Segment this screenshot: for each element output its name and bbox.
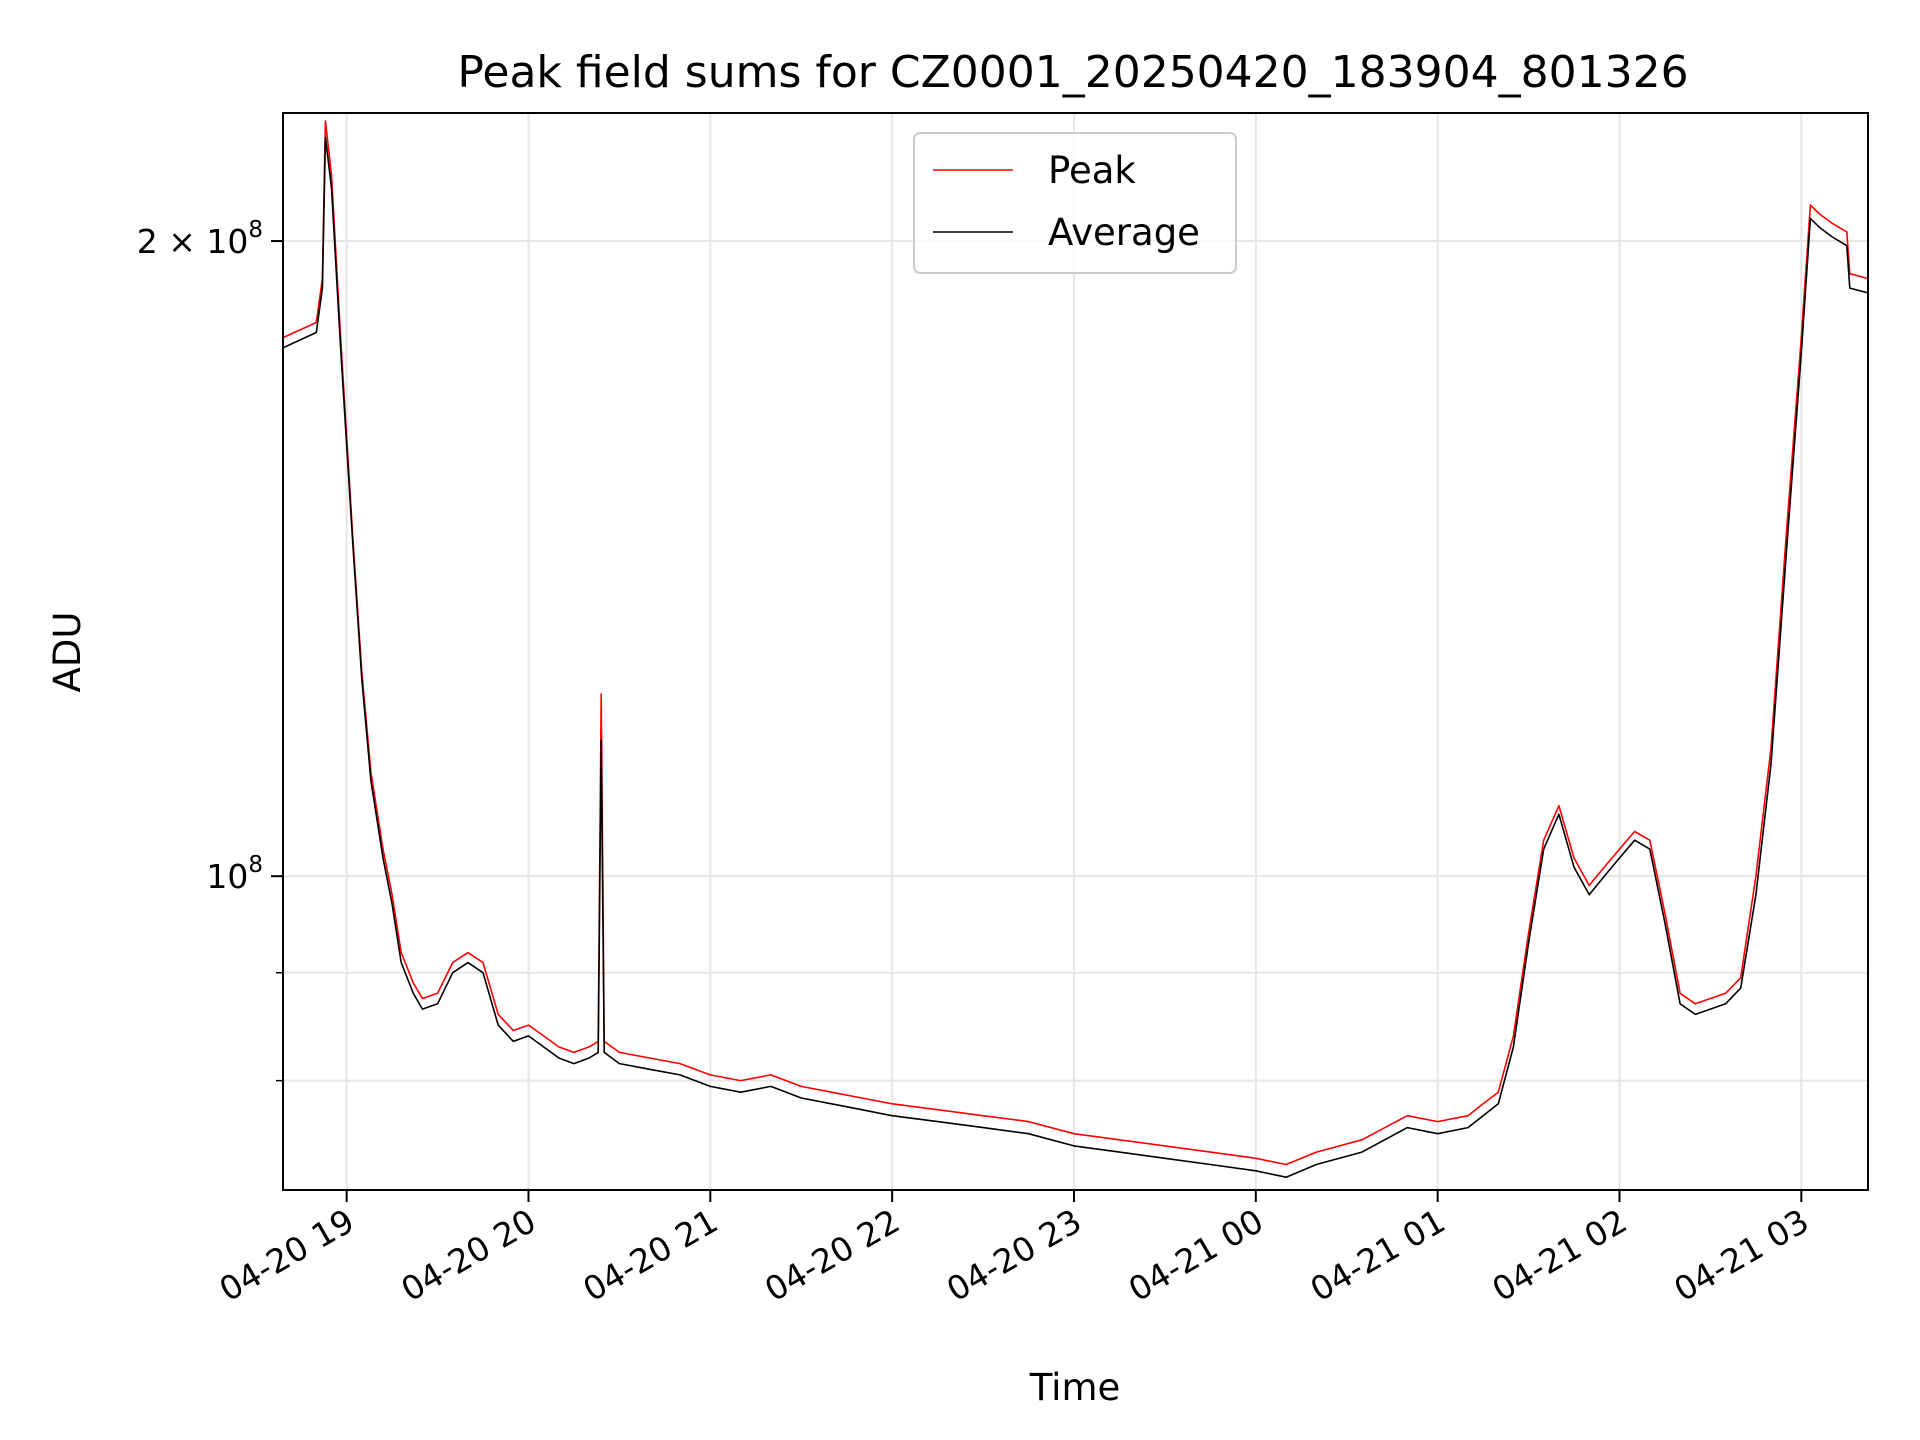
chart-title: Peak field sums for CZ0001_20250420_1839… (457, 47, 1688, 98)
series-line-average (282, 136, 1869, 1178)
legend-label-average: Average (1048, 211, 1200, 254)
plot-lines (282, 120, 1869, 1178)
y-tick-label: 108 (206, 852, 263, 896)
legend: Peak Average (913, 132, 1237, 274)
x-axis-label: Time (1029, 1366, 1121, 1409)
legend-box (913, 132, 1237, 274)
plot-frame (282, 112, 1869, 1191)
y-axis-label: ADU (46, 612, 89, 693)
y-axis-ticks: 108 2 × 108 (137, 217, 283, 1082)
series-line-peak (282, 120, 1869, 1166)
legend-label-peak: Peak (1048, 149, 1136, 192)
y-tick-label: 2 × 108 (137, 217, 263, 261)
